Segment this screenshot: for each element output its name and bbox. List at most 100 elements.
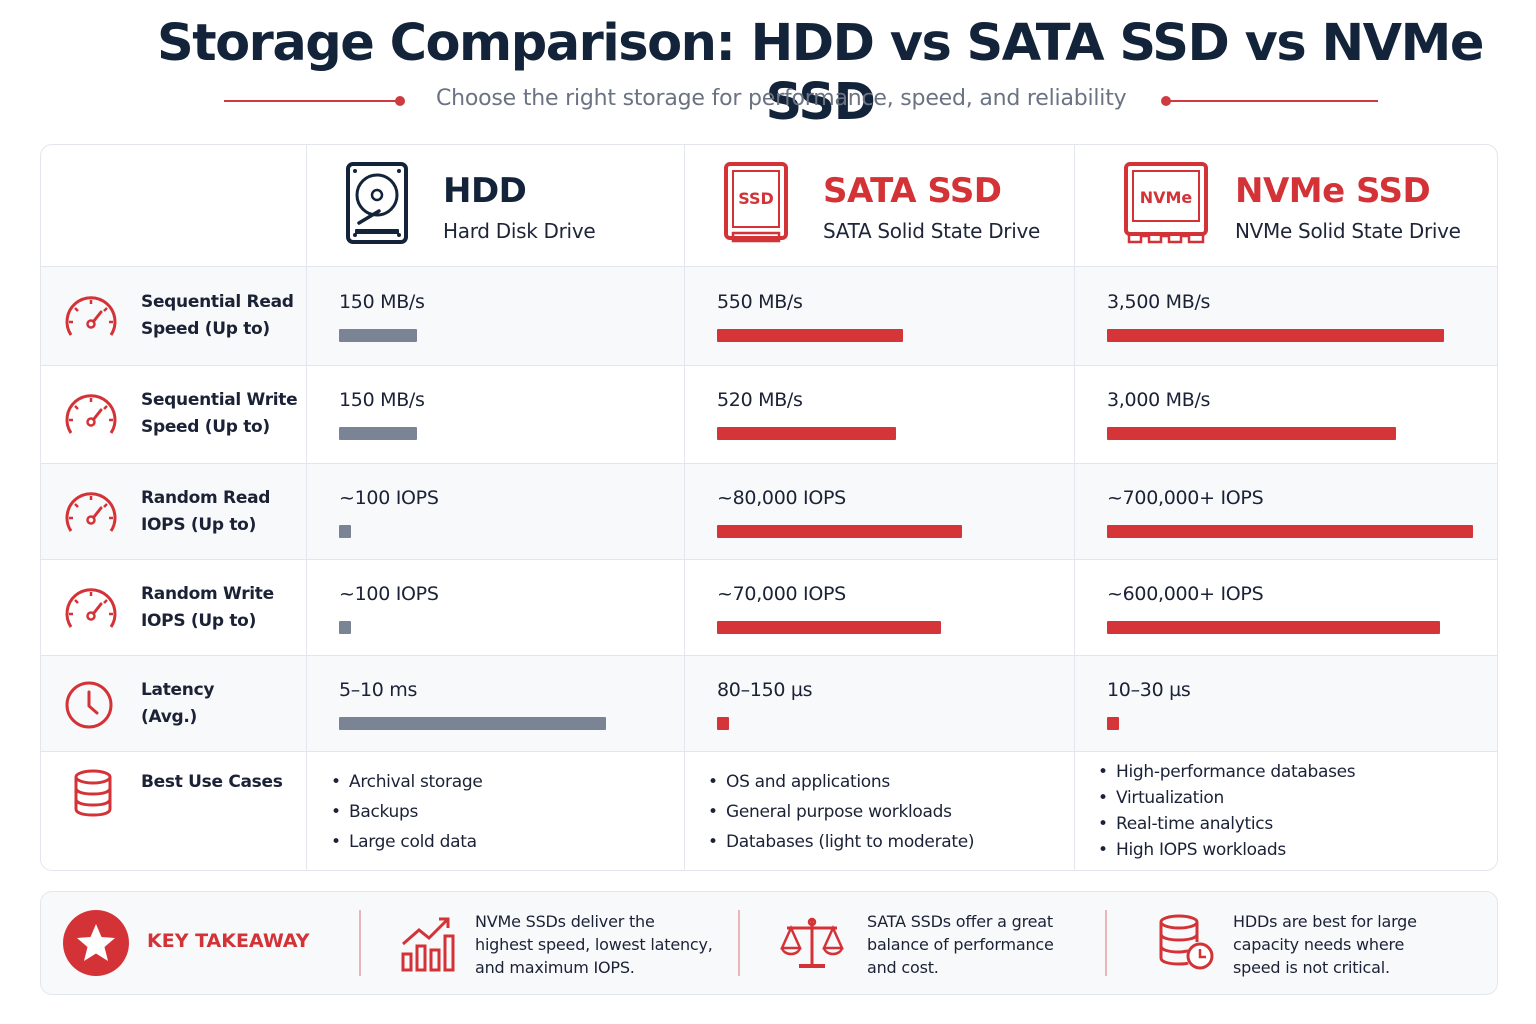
database-icon [71,769,115,822]
metric-bar [339,621,351,634]
metric-value: 3,000 MB/s [1107,389,1211,411]
metric-label: Latency (Avg.) [141,677,214,731]
metric-label-line: Random Write [141,584,274,604]
metric-label: Sequential Write Speed (Up to) [141,387,298,441]
metric-bar [1107,329,1444,342]
takeaway-line: NVMe SSDs deliver the [475,912,655,931]
header-subtitle-nvme: NVMe Solid State Drive [1235,219,1461,243]
star-icon [63,910,129,976]
takeaway-line: balance of performance [867,935,1054,954]
takeaway-line: speed is not critical. [1233,958,1390,977]
metric-label-line: Latency [141,680,215,700]
metric-bar [339,525,351,538]
row-divider [41,751,1497,752]
metric-bar [1107,427,1396,440]
metric-label-line: Speed (Up to) [141,319,270,339]
list-item: Databases (light to moderate) [708,827,975,857]
row-divider [41,655,1497,656]
takeaway-text-sata: SATA SSDs offer a great balance of perfo… [867,910,1117,979]
subtitle-row: Choose the right storage for performance… [0,84,1536,118]
metric-value: ~80,000 IOPS [717,487,846,509]
metric-bar [1107,525,1473,538]
column-divider [306,145,307,870]
list-item: Virtualization [1098,785,1355,811]
header-subtitle-sata: SATA Solid State Drive [823,219,1041,243]
metric-label-line: Random Read [141,488,271,508]
subtitle-left-rule [224,100,400,102]
header-nvme: NVMe NVMe SSD NVMe Solid State Drive [1075,145,1497,267]
metric-label-line: IOPS (Up to) [141,611,257,631]
metric-label: Random Read IOPS (Up to) [141,485,270,539]
balance-scale-icon [779,914,845,977]
column-divider [1074,145,1075,870]
metric-bar [339,329,417,342]
row-divider [41,559,1497,560]
use-cases-nvme: High-performance databases Virtualizatio… [1098,759,1356,863]
clock-icon [63,679,115,736]
subtitle-right-rule [1166,100,1378,102]
list-item: Backups [331,797,482,827]
page-title: Storage Comparison: HDD vs SATA SSD vs N… [157,14,1484,132]
row-divider [41,266,1497,267]
nvme-icon-label: NVMe [1140,188,1193,207]
speedometer-icon [63,389,119,444]
metric-label: Sequential Read Speed (Up to) [141,289,294,343]
list-item: General purpose workloads [708,797,974,827]
header-hdd: HDD Hard Disk Drive [307,145,684,267]
list-item: Large cold data [331,827,482,857]
header-subtitle-hdd: Hard Disk Drive [443,219,596,243]
header-title-sata: SATA SSD [823,171,1002,211]
speedometer-icon [63,291,119,346]
key-takeaway-label: KEY TAKEAWAY [147,930,310,952]
row-bg [41,463,1497,559]
metric-value: ~100 IOPS [339,487,439,509]
hard-disk-icon [345,161,409,250]
list-item: OS and applications [708,767,974,797]
metric-bar [717,525,962,538]
metric-label: Random Write IOPS (Up to) [141,581,274,635]
use-cases-sata: OS and applications General purpose work… [708,767,975,857]
metric-value: 550 MB/s [717,291,803,313]
row-divider [41,463,1497,464]
metric-value: 5–10 ms [339,679,418,701]
takeaway-line: highest speed, lowest latency, [475,935,713,954]
use-cases-label: Best Use Cases [141,772,283,792]
metric-value: 150 MB/s [339,389,425,411]
metric-label-line: Sequential Read [141,292,294,312]
metric-value: 3,500 MB/s [1107,291,1211,313]
row-bg [41,267,1497,365]
takeaway-text-nvme: NVMe SSDs deliver the highest speed, low… [475,910,725,979]
metric-value: 520 MB/s [717,389,803,411]
use-cases-hdd: Archival storage Backups Large cold data [331,767,483,857]
subtitle-left-dot [395,96,405,106]
takeaway-line: capacity needs where [1233,935,1405,954]
ssd-icon-label: SSD [738,189,774,208]
list-item: Real-time analytics [1098,811,1355,837]
metric-value: ~100 IOPS [339,583,439,605]
metric-bar [717,329,903,342]
metric-bar [339,427,417,440]
metric-bar [339,717,606,730]
header-sata: SSD SATA SSD SATA Solid State Drive [685,145,1074,267]
row-divider [41,365,1497,366]
takeaway-line: HDDs are best for large [1233,912,1417,931]
header-title-nvme: NVMe SSD [1235,171,1431,211]
metric-value: 80–150 µs [717,679,813,701]
takeaway-divider [738,910,740,976]
metric-bar [717,717,729,730]
speedometer-icon [63,583,119,638]
metric-value: ~70,000 IOPS [717,583,846,605]
key-takeaway-panel: KEY TAKEAWAY NVMe SSDs deliver the highe… [40,891,1498,995]
takeaway-divider [1105,910,1107,976]
header-title-hdd: HDD [443,171,527,211]
page-subtitle: Choose the right storage for performance… [436,86,1127,111]
metric-label-line: Sequential Write [141,390,298,410]
metric-label-line: IOPS (Up to) [141,515,257,535]
row-bg [41,655,1497,751]
list-item: High-performance databases [1098,759,1356,785]
metric-value: ~600,000+ IOPS [1107,583,1264,605]
metric-value: ~700,000+ IOPS [1107,487,1264,509]
nvme-icon: NVMe [1123,161,1209,250]
database-clock-icon [1157,914,1217,977]
growth-chart-icon [399,914,455,977]
